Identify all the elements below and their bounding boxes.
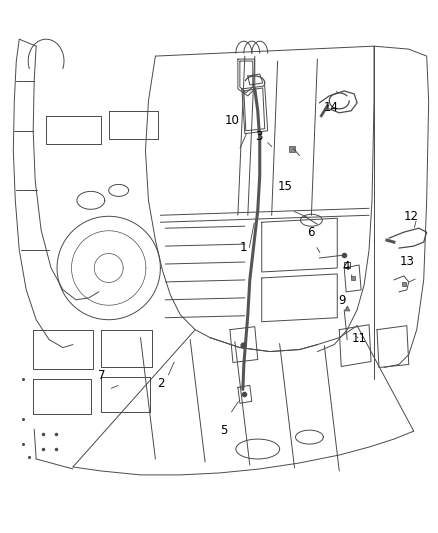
Text: 1: 1: [239, 241, 247, 254]
Text: 10: 10: [225, 114, 240, 127]
Text: 9: 9: [337, 294, 345, 308]
Text: 15: 15: [277, 181, 292, 193]
Text: 4: 4: [342, 260, 349, 273]
Text: 11: 11: [351, 332, 366, 344]
Text: 6: 6: [307, 225, 314, 239]
Text: 12: 12: [403, 209, 418, 223]
Text: 13: 13: [399, 255, 413, 268]
Text: 3: 3: [254, 130, 262, 143]
Text: 5: 5: [220, 424, 227, 438]
Text: 14: 14: [322, 101, 337, 114]
Text: 2: 2: [156, 377, 164, 390]
Text: 7: 7: [98, 369, 105, 382]
